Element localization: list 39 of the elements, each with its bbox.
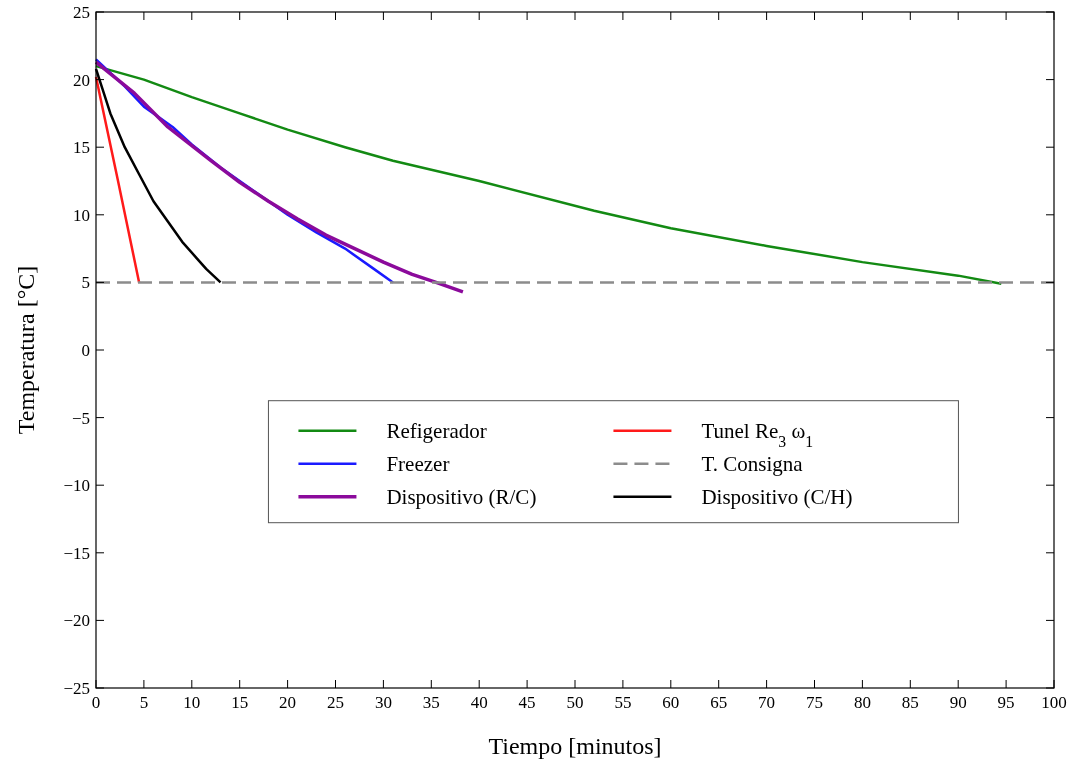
x-tick-label: 35 [422,693,440,712]
x-tick-label: 25 [327,693,344,712]
x-tick-label: 20 [279,693,297,712]
x-tick-label: 45 [518,693,536,712]
y-tick-label: −15 [63,543,90,563]
x-tick-label: 50 [566,693,584,712]
legend-label: Freezer [386,452,450,477]
x-tick-label: 60 [662,693,680,712]
legend-label: T. Consigna [701,452,804,477]
x-tick-label: 95 [997,693,1015,712]
x-tick-label: 90 [949,693,967,712]
x-tick-label: 30 [374,693,392,712]
y-tick-label: −25 [63,678,90,698]
x-tick-label: 75 [806,693,823,712]
x-tick-label: 65 [710,693,728,712]
y-tick-label: −20 [63,611,90,631]
x-tick-label: 100 [1041,693,1067,712]
x-tick-label: 15 [231,693,249,712]
x-tick-label: 5 [139,693,149,712]
legend-label: Tunel Re$_{3}$ ω$_{1}$ [701,419,814,450]
x-tick-label: 55 [614,693,632,712]
y-tick-label: 10 [73,205,90,225]
y-axis-title: Temperatura [°C] [13,265,39,435]
y-tick-label: 5 [81,273,90,293]
x-tick-label: 10 [183,693,201,712]
y-tick-label: 20 [73,70,90,90]
y-tick-label: −10 [63,476,90,496]
legend-label: Dispositivo (R/C) [386,485,537,510]
x-tick-label: 85 [901,693,919,712]
y-tick-label: 0 [81,340,90,360]
y-tick-label: 25 [73,2,90,22]
x-axis-title: Tiempo [minutos] [488,733,662,759]
x-tick-label: 40 [470,693,488,712]
x-tick-label: 80 [853,693,871,712]
y-tick-label: 15 [73,138,90,158]
legend-label: Refigerador [386,419,487,444]
y-tick-label: −5 [71,408,90,428]
x-tick-label: 70 [758,693,776,712]
legend-label: Dispositivo (C/H) [701,485,853,510]
